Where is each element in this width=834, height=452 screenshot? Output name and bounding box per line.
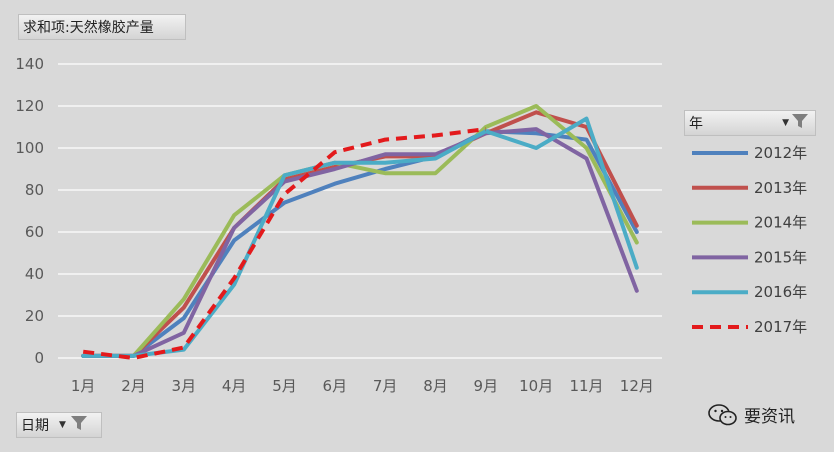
- y-tick-label: 100: [15, 139, 44, 157]
- y-tick-label: 40: [25, 265, 44, 283]
- x-tick-label: 12月: [620, 377, 654, 395]
- x-tick-label: 10月: [519, 377, 553, 395]
- x-tick-label: 6月: [323, 377, 348, 395]
- x-tick-label: 4月: [222, 377, 247, 395]
- funnel-filter-icon[interactable]: [791, 113, 809, 133]
- x-tick-label: 1月: [71, 377, 96, 395]
- series-line-2014年: [81, 104, 639, 358]
- y-tick-label: 20: [25, 307, 44, 325]
- value-field-label: 求和项:天然橡胶产量: [23, 20, 154, 36]
- legend-label: 2013年: [754, 179, 807, 197]
- y-tick-label: 140: [15, 55, 44, 73]
- legend-field-button[interactable]: 年 ▼: [684, 110, 816, 136]
- x-tick-label: 3月: [172, 377, 197, 395]
- axis-field-label: 日期: [21, 418, 49, 434]
- value-field-button[interactable]: 求和项:天然橡胶产量: [18, 14, 186, 40]
- legend: 2012年 2013年 2014年 2015年 2016年 2017年: [692, 144, 807, 336]
- x-tick-label: 8月: [423, 377, 448, 395]
- x-tick-label: 11月: [569, 377, 603, 395]
- legend-label: 2012年: [754, 144, 807, 162]
- dropdown-arrow-icon[interactable]: ▼: [782, 118, 789, 128]
- legend-label: 2017年: [754, 318, 807, 336]
- watermark-text: 要资讯: [744, 407, 795, 427]
- x-tick-label: 9月: [474, 377, 499, 395]
- wechat-icon: [708, 403, 737, 425]
- y-tick-label: 120: [15, 97, 44, 115]
- axis-field-button[interactable]: 日期 ▼: [16, 412, 102, 438]
- y-tick-label: 80: [25, 181, 44, 199]
- legend-field-label: 年: [689, 116, 703, 132]
- watermark: 要资讯: [708, 402, 795, 427]
- series-line-2017年: [82, 127, 487, 360]
- y-axis-tick-labels: 0 20 40 60 80 100 120 140: [15, 55, 44, 367]
- x-tick-label: 2月: [121, 377, 146, 395]
- legend-label: 2016年: [754, 283, 807, 301]
- series-lines: [81, 104, 639, 360]
- legend-label: 2015年: [754, 248, 807, 266]
- x-axis-tick-labels: 1月 2月 3月 4月 5月 6月 7月 8月 9月 10月 11月 12月: [71, 377, 654, 395]
- x-tick-label: 7月: [373, 377, 398, 395]
- y-tick-label: 60: [25, 223, 44, 241]
- legend-label: 2014年: [754, 214, 807, 232]
- x-tick-label: 5月: [272, 377, 297, 395]
- dropdown-arrow-icon[interactable]: ▼: [59, 420, 66, 430]
- gridlines: [58, 63, 662, 359]
- y-tick-label: 0: [34, 349, 44, 367]
- funnel-filter-icon[interactable]: [70, 415, 88, 435]
